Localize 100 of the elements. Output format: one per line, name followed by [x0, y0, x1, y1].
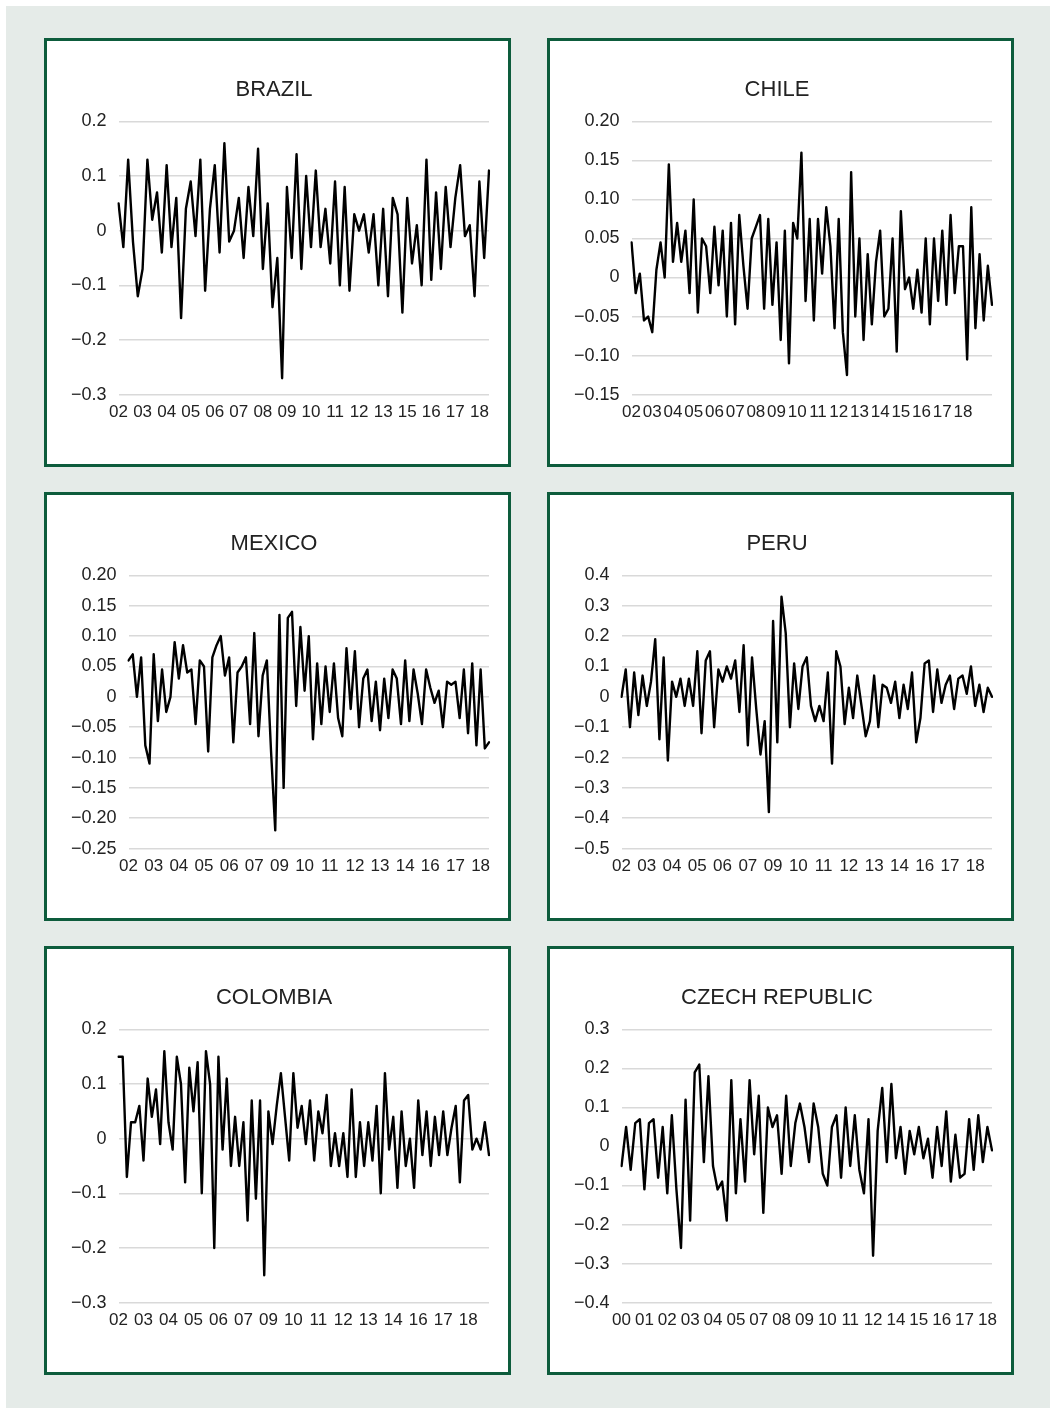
x-tick-label: 08	[772, 1310, 792, 1330]
y-tick-label: −0.3	[70, 1291, 107, 1312]
y-tick-label: 0.10	[584, 188, 620, 209]
y-tick-label: −0.05	[71, 716, 117, 737]
x-tick-label: 17	[955, 1310, 975, 1330]
x-tick-label: 12	[839, 856, 859, 876]
x-tick-label: 07	[725, 402, 745, 422]
y-tick-label: 0.15	[584, 149, 620, 170]
x-tick-label: 13	[849, 402, 869, 422]
y-tick-label: −0.25	[71, 837, 117, 858]
x-tick-label: 09	[763, 856, 783, 876]
chart-title: MEXICO	[230, 530, 318, 556]
x-tick-label: 04	[663, 402, 683, 422]
x-tick-label: 18	[471, 856, 491, 876]
x-tick-label: 06	[205, 402, 225, 422]
x-tick-label: 06	[713, 856, 733, 876]
y-tick-label: −0.4	[573, 807, 610, 828]
x-tick-label: 10	[787, 402, 807, 422]
y-tick-label: 0.2	[584, 625, 610, 646]
x-tick-label: 07	[244, 856, 264, 876]
y-tick-label: 0.1	[81, 1073, 107, 1094]
y-tick-label: −0.15	[71, 776, 117, 797]
y-tick-label: −0.15	[574, 383, 620, 404]
chart-title: BRAZIL	[235, 76, 313, 102]
y-tick-label: 0.1	[81, 165, 107, 186]
x-tick-label: 11	[326, 402, 344, 422]
x-tick-label: 02	[109, 1310, 128, 1330]
x-tick-label: 18	[953, 402, 973, 422]
x-tick-label: 10	[283, 1310, 303, 1330]
y-tick-label: 0.05	[584, 227, 620, 248]
x-tick-label: 14	[870, 402, 890, 422]
x-tick-label: 02	[119, 856, 139, 876]
y-tick-label: 0.05	[81, 655, 117, 676]
x-tick-label: 10	[817, 1310, 837, 1330]
y-tick-label: 0	[599, 1135, 610, 1156]
x-tick-label: 04	[159, 1310, 178, 1330]
x-tick-label: 13	[370, 856, 390, 876]
x-tick-label: 10	[301, 402, 321, 422]
x-tick-label: 06	[208, 1310, 228, 1330]
x-tick-label: 09	[269, 856, 289, 876]
x-tick-label: 06	[704, 402, 724, 422]
x-tick-label: 02	[657, 1310, 677, 1330]
x-tick-label: 02	[612, 856, 631, 876]
x-tick-label: 07	[229, 402, 249, 422]
x-tick-label: 16	[421, 402, 441, 422]
x-tick-label: 03	[134, 1310, 153, 1330]
x-tick-label: 18	[458, 1310, 478, 1330]
y-tick-label: 0.3	[584, 1018, 610, 1039]
x-tick-label: 03	[133, 402, 153, 422]
x-tick-label: 11	[309, 1310, 328, 1330]
y-tick-label: 0	[96, 219, 107, 240]
y-tick-label: 0.4	[584, 564, 610, 585]
chart-title: CHILE	[744, 76, 810, 102]
x-tick-label: 13	[864, 856, 884, 876]
x-tick-label: 16	[420, 856, 440, 876]
y-tick-label: −0.1	[573, 1174, 610, 1195]
x-tick-label: 12	[345, 856, 365, 876]
x-tick-label: 05	[184, 1310, 203, 1330]
x-tick-label: 16	[915, 856, 935, 876]
x-tick-label: 12	[829, 402, 849, 422]
y-tick-label: −0.05	[574, 305, 620, 326]
x-tick-label: 07	[233, 1310, 253, 1330]
y-tick-label: −0.3	[573, 776, 610, 797]
x-tick-label: 17	[433, 1310, 453, 1330]
x-tick-label: 04	[662, 856, 682, 876]
x-tick-label: 11	[809, 402, 827, 422]
x-tick-label: 15	[397, 402, 417, 422]
x-tick-label: 04	[703, 1310, 723, 1330]
x-tick-label: 16	[408, 1310, 428, 1330]
y-tick-label: 0.2	[81, 1018, 107, 1039]
x-tick-label: 14	[383, 1310, 403, 1330]
y-tick-label: −0.5	[573, 837, 610, 858]
y-tick-label: −0.2	[573, 1213, 610, 1234]
x-tick-label: 17	[940, 856, 960, 876]
y-tick-label: −0.4	[573, 1291, 610, 1312]
x-tick-label: 07	[738, 856, 758, 876]
x-tick-label: 05	[181, 402, 201, 422]
x-tick-label: 17	[446, 856, 465, 876]
x-tick-label: 04	[157, 402, 177, 422]
y-tick-label: −0.20	[71, 807, 117, 828]
x-tick-label: 04	[169, 856, 189, 876]
x-tick-label: 17	[445, 402, 465, 422]
y-tick-label: 0	[609, 266, 620, 287]
x-tick-label: 08	[746, 402, 766, 422]
x-tick-label: 03	[642, 402, 662, 422]
y-tick-label: 0.1	[584, 655, 610, 676]
x-tick-label: 00	[612, 1310, 631, 1330]
x-tick-label: 12	[333, 1310, 353, 1330]
x-tick-label: 12	[349, 402, 369, 422]
x-tick-label: 12	[863, 1310, 883, 1330]
y-tick-label: 0.2	[81, 110, 107, 131]
y-tick-label: −0.1	[70, 1182, 107, 1203]
x-tick-label: 15	[909, 1310, 929, 1330]
x-tick-label: 08	[253, 402, 273, 422]
x-tick-label: 10	[295, 856, 315, 876]
x-tick-label: 11	[814, 856, 833, 876]
x-tick-label: 18	[469, 402, 489, 422]
x-tick-label: 14	[889, 856, 909, 876]
y-tick-label: 0.10	[81, 625, 117, 646]
y-tick-label: 0.15	[81, 594, 117, 615]
